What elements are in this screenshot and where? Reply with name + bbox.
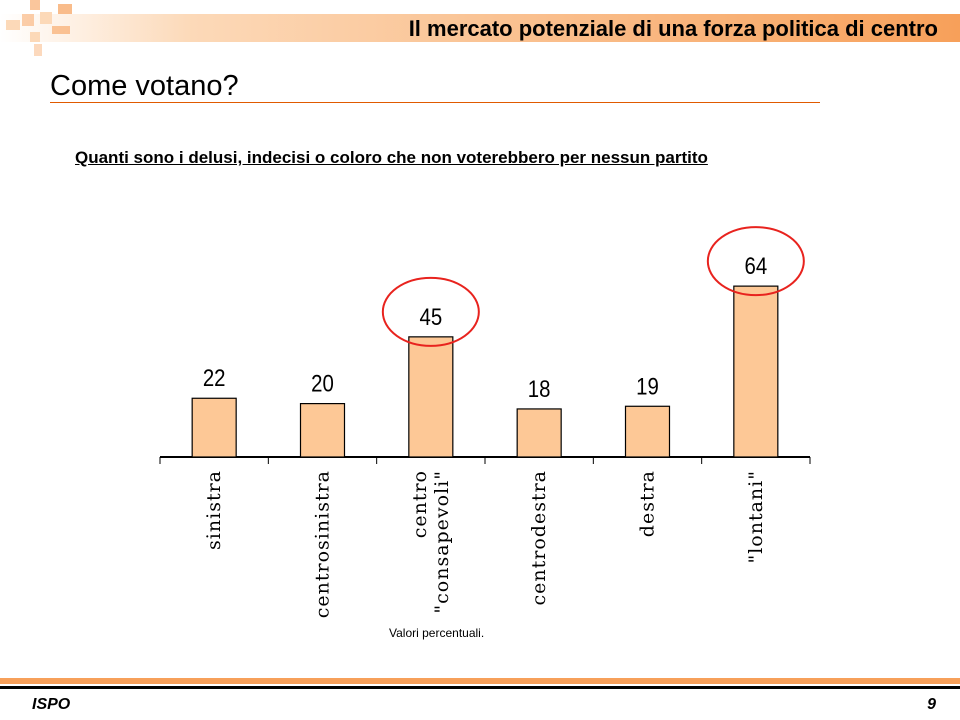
- data-label: 20: [311, 370, 334, 397]
- page-number: 9: [927, 696, 936, 713]
- bar-1: [299, 403, 346, 458]
- data-label: 64: [744, 253, 767, 280]
- bar-4: [624, 405, 671, 458]
- logo-icon: [6, 0, 72, 56]
- bar-3: [516, 408, 562, 458]
- header-band: [0, 14, 960, 42]
- title-underline: [50, 102, 820, 103]
- data-label: 22: [203, 365, 226, 392]
- bar-0: [191, 397, 237, 458]
- x-tick-label: "lontani": [745, 470, 767, 564]
- footer-band: [0, 678, 960, 684]
- x-tick-label: centrodestra: [528, 470, 550, 605]
- footer-brand: ISPO: [32, 696, 71, 713]
- x-tick-label: "consapevoli": [431, 470, 453, 614]
- highlight-circle: [381, 276, 480, 347]
- x-tick-label: centrosinistra: [312, 470, 334, 618]
- x-tick-label: destra: [637, 470, 659, 537]
- x-tick-label: centro: [409, 470, 431, 538]
- data-label: 45: [419, 303, 442, 330]
- x-tick-label: sinistra: [203, 470, 225, 550]
- chart-title: Quanti sono i delusi, indecisi o coloro …: [75, 148, 708, 167]
- header-title: Il mercato potenziale di una forza polit…: [408, 16, 938, 41]
- page-title: Come votano?: [50, 70, 239, 102]
- bar-2: [408, 336, 454, 458]
- values-note: Valori percentuali.: [389, 626, 485, 640]
- data-label: 18: [528, 375, 551, 402]
- highlight-circle: [706, 226, 805, 297]
- footer-rule: [0, 686, 960, 689]
- data-label: 19: [636, 373, 659, 400]
- bar-5: [733, 285, 779, 458]
